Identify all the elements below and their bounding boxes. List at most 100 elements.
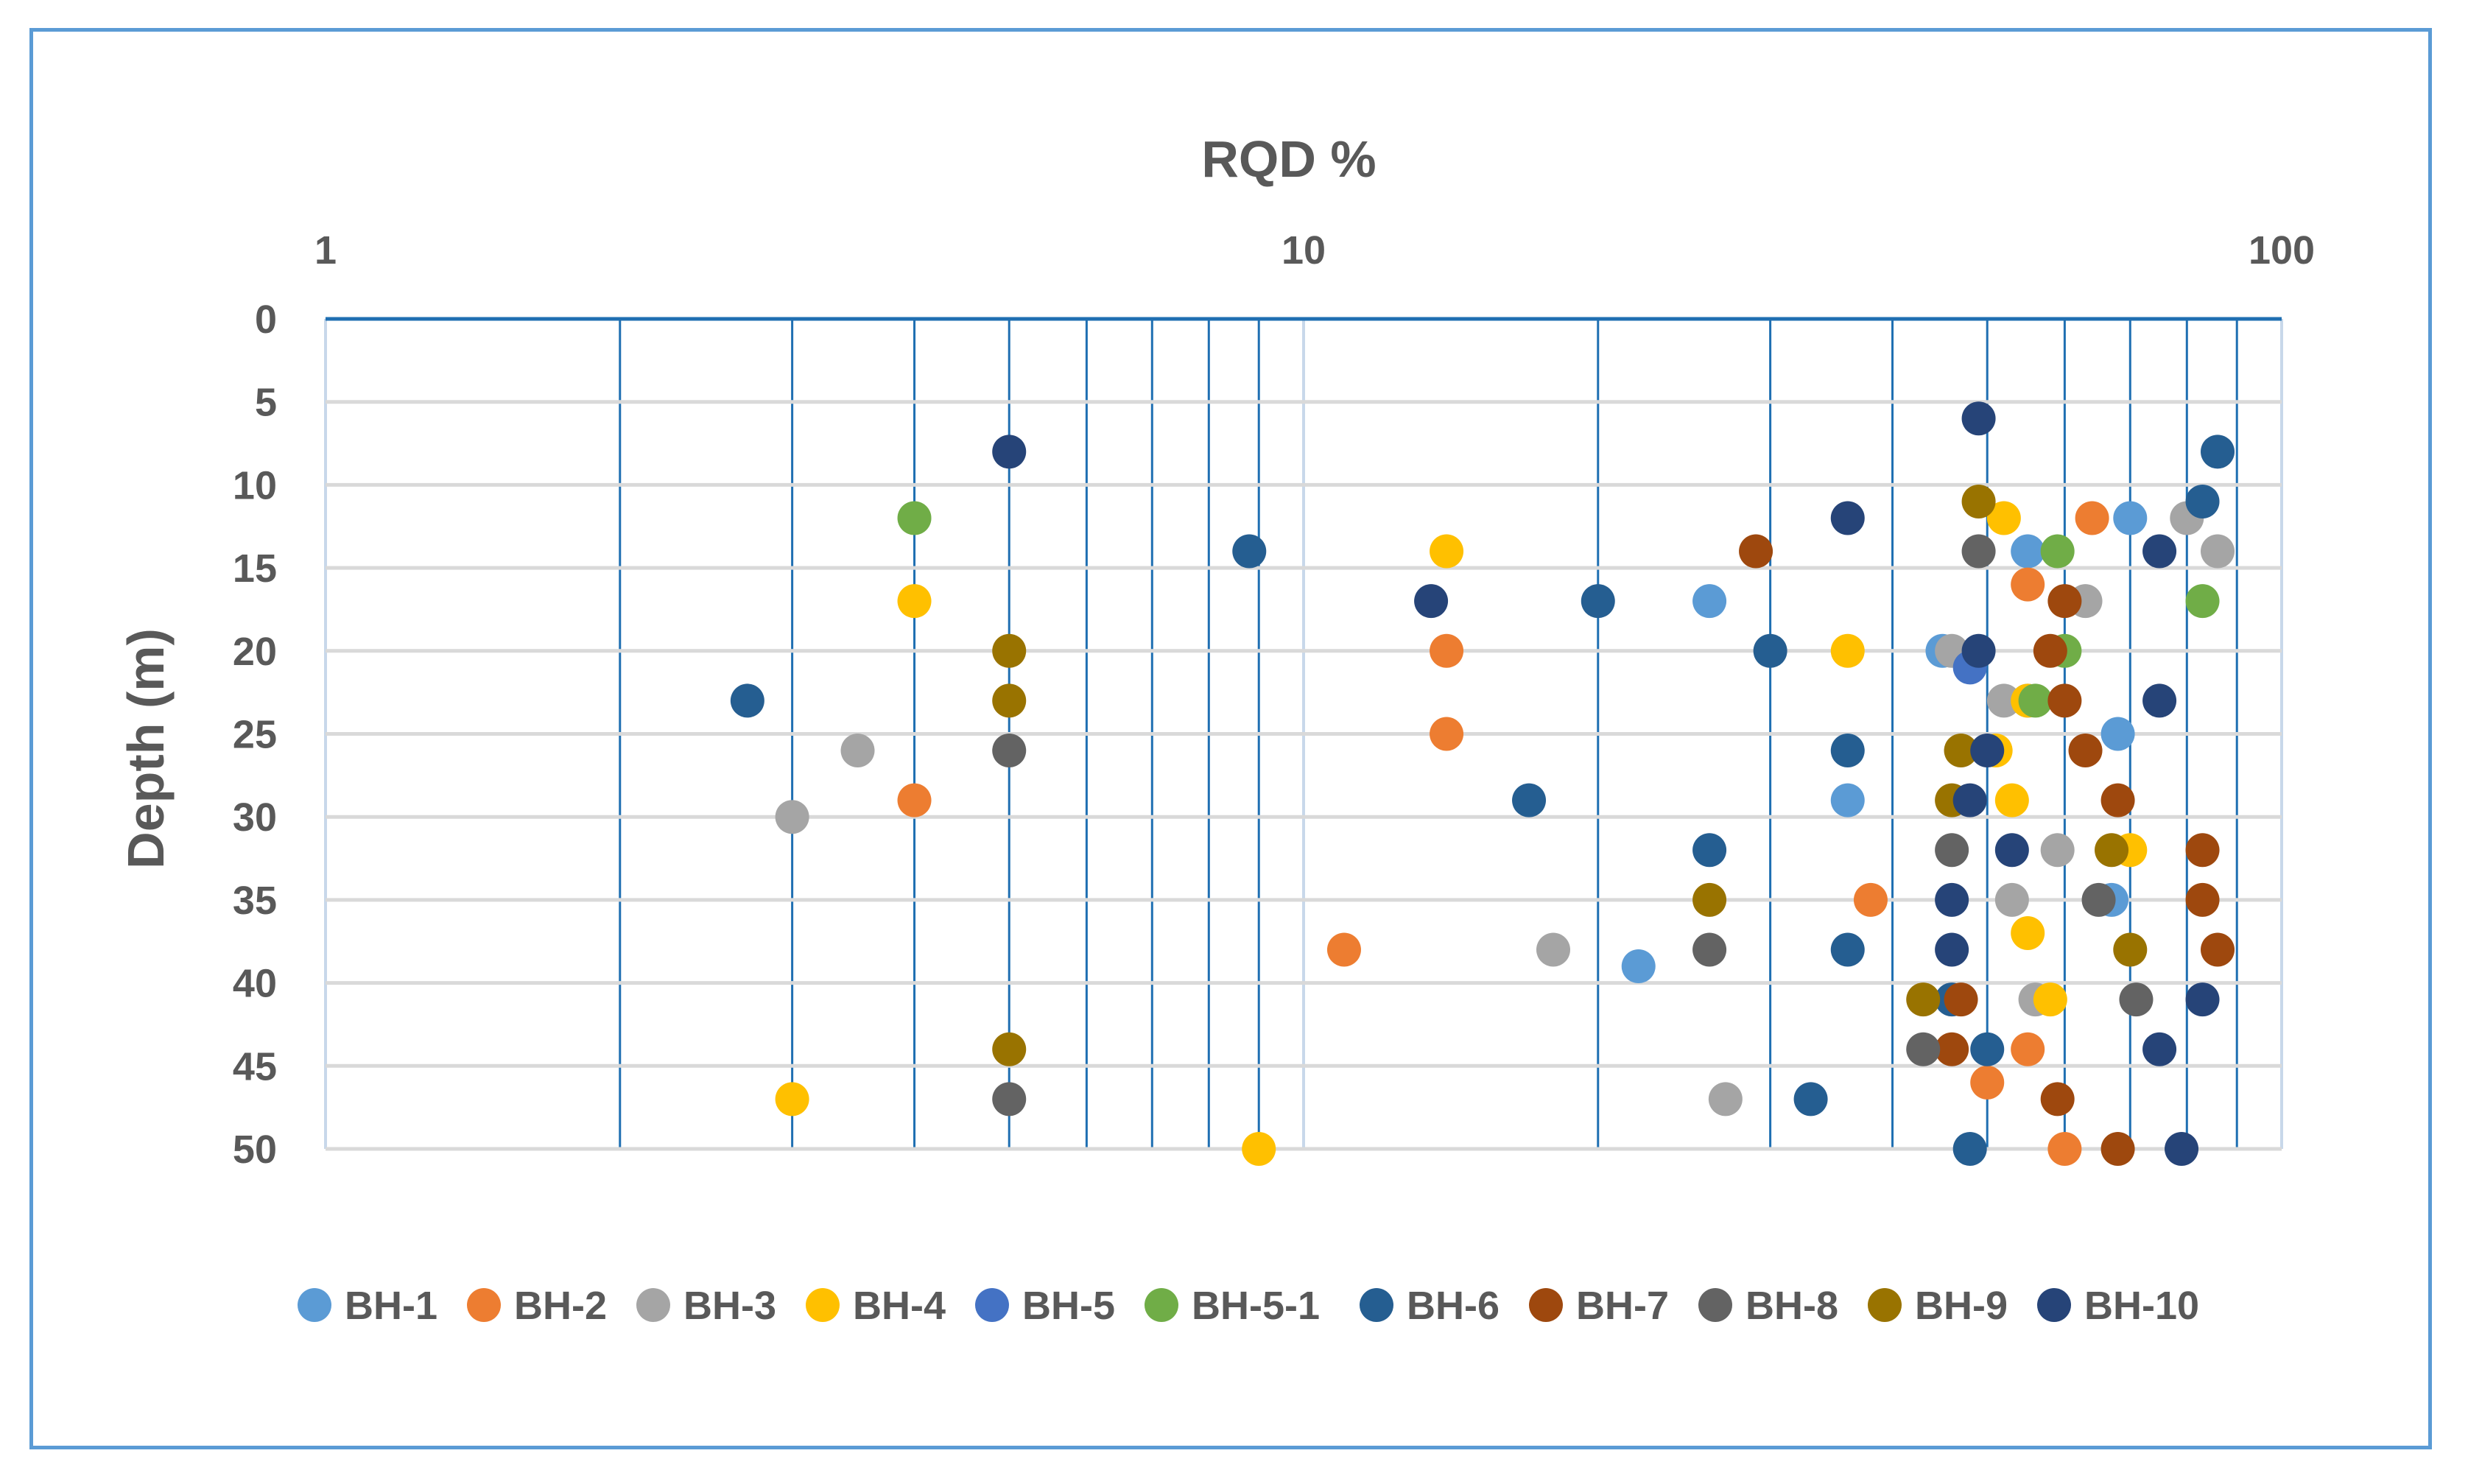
point-bh-9-2 <box>992 683 1027 718</box>
data-points <box>730 401 2235 1166</box>
legend-marker-bh-7 <box>1529 1288 1563 1322</box>
x-tick-label-1: 1 <box>314 228 337 272</box>
point-bh-7-6 <box>2185 833 2220 868</box>
point-bh-9-0 <box>1961 484 1996 518</box>
point-bh-10-10 <box>1935 882 1969 917</box>
series-bh-7 <box>1739 534 2235 1166</box>
point-bh-3-6 <box>775 800 809 834</box>
legend-label-bh-5: BH-5 <box>1022 1284 1115 1328</box>
point-bh-2-4 <box>897 783 932 817</box>
point-bh-6-11 <box>1970 1032 2005 1066</box>
legend-item-bh-5-1: BH-5-1 <box>1145 1284 1320 1328</box>
legend-label-bh-6: BH-6 <box>1407 1284 1500 1328</box>
legend-item-bh-1: BH-1 <box>298 1284 437 1328</box>
point-bh-6-2 <box>1232 534 1267 569</box>
point-bh-10-5 <box>1961 633 1996 668</box>
legend-marker-bh-2 <box>467 1288 501 1322</box>
legend-marker-bh-8 <box>1698 1288 1732 1322</box>
point-bh-4-2 <box>897 584 932 619</box>
point-bh-1-0 <box>2113 501 2148 535</box>
point-bh-10-12 <box>2185 982 2220 1017</box>
point-bh-10-1 <box>992 435 1027 469</box>
point-bh-3-9 <box>1536 932 1571 967</box>
point-bh-6-4 <box>1753 633 1787 668</box>
point-bh-10-7 <box>1970 734 2005 768</box>
point-bh-1-5 <box>2100 717 2135 751</box>
y-tick-label-50: 50 <box>233 1128 277 1172</box>
point-bh-10-2 <box>1830 501 1865 535</box>
legend-label-bh-3: BH-3 <box>683 1284 776 1328</box>
point-bh-6-12 <box>1793 1082 1828 1116</box>
legend: BH-1 BH-2 BH-3 BH-4 BH-5 BH-5-1 BH-6 BH-7 BH-8 BH… <box>298 1284 2199 1328</box>
point-bh-5-1-0 <box>897 501 932 535</box>
y-tick-label-0: 0 <box>255 298 277 342</box>
legend-marker-bh-4 <box>806 1288 840 1322</box>
point-bh-4-0 <box>1986 501 2021 535</box>
legend-marker-bh-5-1 <box>1145 1288 1178 1322</box>
series-bh-9 <box>992 484 2148 1066</box>
series-bh-8 <box>992 534 2154 1116</box>
x-tick-label-100: 100 <box>2249 228 2315 272</box>
point-bh-7-8 <box>2201 932 2235 967</box>
point-bh-7-1 <box>2047 584 2082 619</box>
point-bh-9-9 <box>992 1032 1027 1066</box>
point-bh-6-5 <box>730 683 764 718</box>
point-bh-6-7 <box>1512 783 1547 817</box>
point-bh-4-10 <box>775 1082 809 1116</box>
chart-frame <box>29 28 2432 1449</box>
point-bh-7-5 <box>2100 783 2135 817</box>
legend-label-bh-10: BH-10 <box>2084 1284 2199 1328</box>
point-bh-7-7 <box>2185 882 2220 917</box>
legend-label-bh-9: BH-9 <box>1915 1284 2008 1328</box>
y-tick-labels: 0 5 10 15 20 25 30 35 40 45 50 <box>233 298 277 1172</box>
point-bh-8-1 <box>992 734 1027 768</box>
legend-item-bh-2: BH-2 <box>467 1284 607 1328</box>
point-bh-10-14 <box>2165 1132 2199 1166</box>
legend-item-bh-6: BH-6 <box>1360 1284 1500 1328</box>
legend-marker-bh-5 <box>975 1288 1009 1322</box>
point-bh-6-0 <box>2201 435 2235 469</box>
point-bh-9-8 <box>1906 982 1941 1017</box>
point-bh-6-9 <box>1830 932 1865 967</box>
point-bh-10-9 <box>1994 833 2029 868</box>
y-tick-label-20: 20 <box>233 630 277 674</box>
point-bh-4-6 <box>1994 783 2029 817</box>
y-tick-label-35: 35 <box>233 879 277 923</box>
legend-label-bh-7: BH-7 <box>1576 1284 1669 1328</box>
point-bh-2-5 <box>1853 882 1888 917</box>
point-bh-5-1-4 <box>2018 683 2053 718</box>
y-tick-label-45: 45 <box>233 1044 277 1089</box>
point-bh-1-2 <box>1692 584 1727 619</box>
point-bh-4-1 <box>1430 534 1464 569</box>
point-bh-8-4 <box>1692 932 1727 967</box>
series-bh-10 <box>992 401 2220 1166</box>
x-tick-label-10: 10 <box>1282 228 1326 272</box>
y-tick-label-30: 30 <box>233 795 277 840</box>
point-bh-1-8 <box>1621 949 1656 984</box>
point-bh-8-2 <box>1935 833 1969 868</box>
point-bh-8-5 <box>2119 982 2154 1017</box>
point-bh-6-6 <box>1830 734 1865 768</box>
legend-item-bh-5: BH-5 <box>975 1284 1115 1328</box>
legend-label-bh-2: BH-2 <box>514 1284 607 1328</box>
point-bh-7-11 <box>2040 1082 2075 1116</box>
legend-label-bh-4: BH-4 <box>853 1284 946 1328</box>
point-bh-4-11 <box>1242 1132 1276 1166</box>
point-bh-7-2 <box>2033 633 2067 668</box>
point-bh-6-3 <box>1581 584 1615 619</box>
point-bh-4-9 <box>2033 982 2067 1017</box>
point-bh-8-3 <box>2081 882 2116 917</box>
legend-marker-bh-9 <box>1868 1288 1902 1322</box>
point-bh-3-8 <box>1994 882 2029 917</box>
point-bh-2-1 <box>2011 567 2045 602</box>
point-bh-3-1 <box>2201 534 2235 569</box>
series-bh-3 <box>775 501 2235 1116</box>
legend-label-bh-8: BH-8 <box>1745 1284 1838 1328</box>
point-bh-10-8 <box>1952 783 1987 817</box>
point-bh-8-7 <box>992 1082 1027 1116</box>
point-bh-7-4 <box>2068 734 2103 768</box>
point-bh-9-3 <box>1944 734 1978 768</box>
legend-label-bh-1: BH-1 <box>345 1284 437 1328</box>
point-bh-6-8 <box>1692 833 1727 868</box>
